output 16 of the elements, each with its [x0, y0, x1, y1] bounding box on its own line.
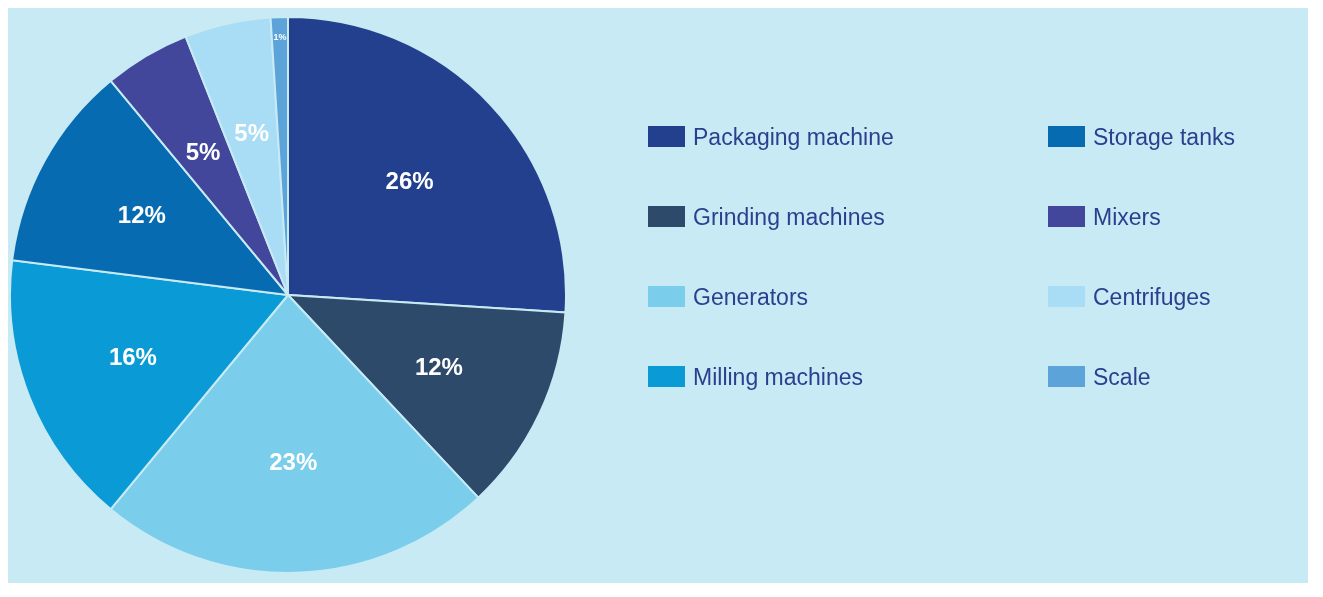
- legend-label: Generators: [693, 284, 809, 310]
- data-label: 23%: [269, 448, 318, 476]
- legend-label: Milling machines: [693, 364, 864, 390]
- legend-label: Scale: [1093, 364, 1151, 390]
- legend-label: Storage tanks: [1093, 124, 1235, 150]
- data-label: 12%: [414, 352, 463, 380]
- legend-label: Packaging machine: [693, 124, 894, 150]
- data-label: 5%: [185, 137, 221, 165]
- legend-label: Mixers: [1093, 204, 1161, 230]
- data-label: 5%: [234, 118, 269, 146]
- legend-label: Centrifuges: [1093, 284, 1211, 310]
- data-label: 1%: [273, 31, 287, 42]
- data-label: 12%: [117, 201, 166, 229]
- legend-label: Grinding machines: [693, 204, 885, 230]
- data-label: 26%: [385, 167, 434, 195]
- data-label: 16%: [108, 342, 157, 370]
